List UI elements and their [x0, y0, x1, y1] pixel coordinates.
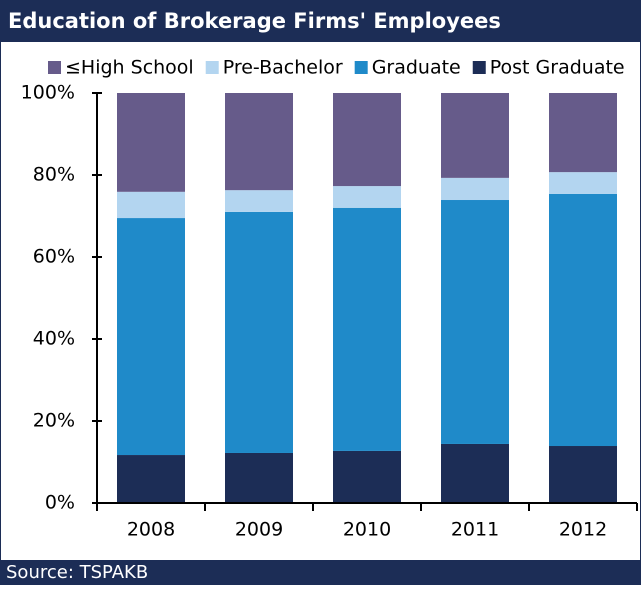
- bar-segment: [441, 93, 509, 178]
- bar-segment: [117, 455, 185, 503]
- bar-segment: [441, 443, 509, 503]
- y-tick-label: 60%: [33, 246, 75, 268]
- bar-segment: [549, 93, 617, 173]
- bar-segment: [225, 190, 293, 212]
- bar-segment: [117, 218, 185, 456]
- legend-label: Pre-Bachelor: [223, 57, 343, 79]
- bar-segment: [333, 207, 401, 451]
- title-bar: [0, 0, 641, 42]
- bar-segment: [225, 211, 293, 453]
- y-tick-label: 100%: [21, 82, 75, 104]
- bar-segment: [441, 177, 509, 201]
- bar-segment: [225, 93, 293, 191]
- x-tick-label: 2011: [451, 519, 499, 541]
- y-tick-label: 0%: [45, 492, 75, 514]
- bar-segment: [117, 93, 185, 192]
- bar-segment: [333, 93, 401, 187]
- bar-segment: [333, 186, 401, 208]
- chart-title: Education of Brokerage Firms' Employees: [8, 9, 501, 33]
- bar-segment: [549, 193, 617, 447]
- legend-swatch: [354, 61, 368, 74]
- x-tick-label: 2012: [559, 519, 607, 541]
- bar-segment: [441, 200, 509, 444]
- legend-swatch: [48, 61, 61, 74]
- legend-label: Graduate: [372, 57, 461, 79]
- y-tick-label: 40%: [33, 328, 75, 350]
- bar-segment: [225, 452, 293, 503]
- source: Source: TSPAKB: [6, 562, 148, 583]
- legend-label: Post Graduate: [490, 57, 625, 79]
- legend-label: ≤High School: [65, 57, 194, 79]
- x-tick-label: 2010: [343, 519, 391, 541]
- bar-segment: [549, 446, 617, 503]
- bar-segment: [333, 450, 401, 503]
- y-tick-label: 80%: [33, 164, 75, 186]
- bar-segment: [117, 191, 185, 219]
- bar-segment: [549, 172, 617, 194]
- legend-swatch: [205, 61, 219, 74]
- legend-swatch: [472, 61, 486, 74]
- x-tick-label: 2008: [127, 519, 175, 541]
- y-tick-label: 20%: [33, 410, 75, 432]
- x-tick-label: 2009: [235, 519, 283, 541]
- source-bar: [0, 560, 641, 585]
